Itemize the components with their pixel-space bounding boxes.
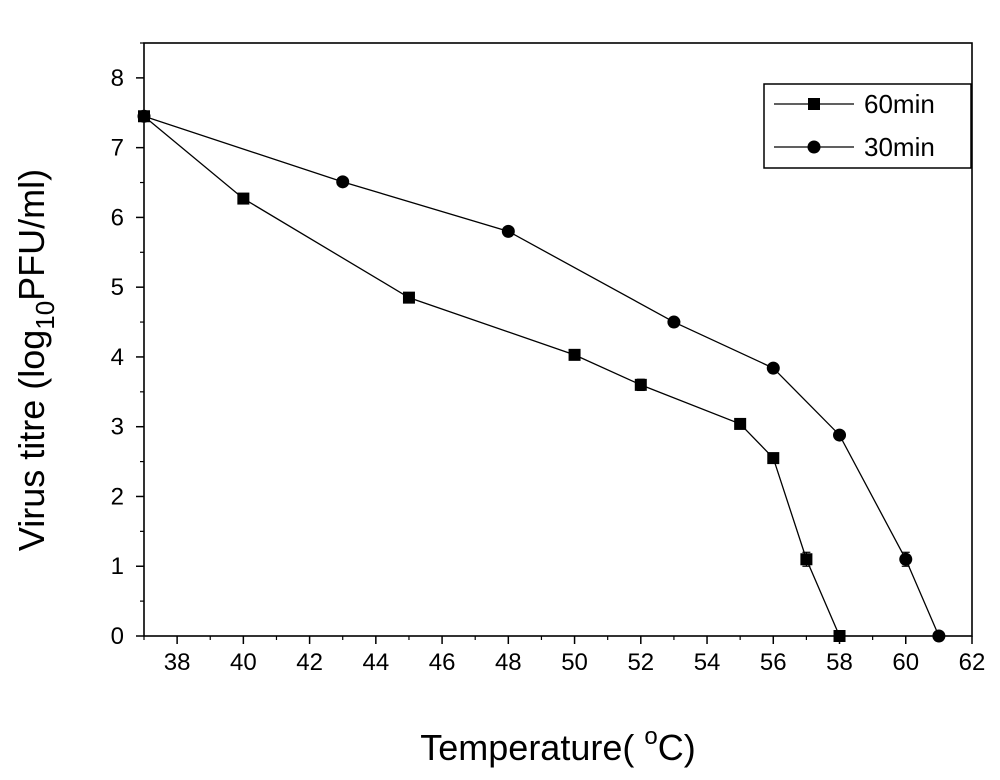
data-point-30min (899, 552, 913, 566)
data-point-60min (568, 348, 581, 361)
legend-label-60min: 60min (864, 89, 935, 119)
x-axis-ticks: 38 40 42 44 46 48 50 52 54 56 58 60 62 (143, 636, 986, 676)
data-point-30min (667, 315, 681, 329)
x-tick-label: 44 (362, 649, 389, 676)
series-30min (137, 109, 946, 643)
legend-marker-30min (807, 140, 821, 154)
y-tick-label: 7 (111, 135, 124, 162)
y-axis-ticks: 0 1 2 3 4 5 6 7 8 (111, 42, 144, 650)
y-tick-label: 3 (111, 414, 124, 441)
series-line-30min (143, 115, 940, 637)
x-tick-label: 40 (230, 649, 257, 676)
data-point-60min (800, 553, 813, 566)
chart-axes (143, 42, 973, 637)
x-axis-title-degree: o (644, 723, 657, 750)
legend-label-30min: 30min (864, 132, 935, 162)
data-point-60min (767, 452, 780, 465)
data-point-60min (634, 378, 647, 391)
y-tick-label: 4 (111, 344, 124, 371)
data-point-30min (833, 428, 847, 442)
chart-legend: 60min 30min (763, 83, 972, 169)
x-tick-label: 48 (495, 649, 522, 676)
data-point-60min (237, 192, 250, 205)
y-tick-label: 8 (111, 65, 124, 92)
x-tick-label: 42 (296, 649, 323, 676)
y-tick-label: 0 (111, 623, 124, 650)
x-axis-title: Temperature( oC) (420, 723, 695, 768)
y-axis-title: Virus titre (log10PFU/ml) (11, 169, 60, 551)
y-axis-title-rest: PFU/ml) (11, 169, 52, 301)
y-axis-title-subscript: 10 (30, 301, 60, 330)
data-point-60min (833, 630, 846, 642)
data-point-30min (932, 629, 946, 643)
y-axis-title-main: Virus titre (log (11, 330, 52, 551)
y-tick-label: 1 (111, 553, 124, 580)
x-tick-label: 56 (760, 649, 787, 676)
x-tick-label: 60 (892, 649, 919, 676)
y-tick-label: 5 (111, 274, 124, 301)
x-axis-title-unit: C) (658, 727, 696, 768)
data-point-60min (402, 291, 415, 304)
x-tick-label: 62 (959, 649, 986, 676)
data-point-30min (137, 109, 151, 123)
x-tick-label: 58 (826, 649, 853, 676)
data-point-60min (734, 417, 747, 430)
x-tick-label: 50 (561, 649, 588, 676)
x-tick-label: 52 (627, 649, 654, 676)
legend-box (763, 83, 972, 169)
y-tick-label: 6 (111, 204, 124, 231)
series-layer (137, 109, 946, 643)
data-point-30min (501, 224, 515, 238)
x-axis-title-main: Temperature( (420, 727, 644, 768)
x-tick-label: 46 (429, 649, 456, 676)
plot-frame (143, 42, 973, 637)
x-tick-label: 38 (164, 649, 191, 676)
series-60min (138, 110, 846, 642)
x-tick-label: 54 (694, 649, 721, 676)
y-tick-label: 2 (111, 483, 124, 510)
data-point-30min (336, 175, 350, 189)
legend-marker-60min (808, 98, 820, 110)
data-point-30min (766, 361, 780, 375)
